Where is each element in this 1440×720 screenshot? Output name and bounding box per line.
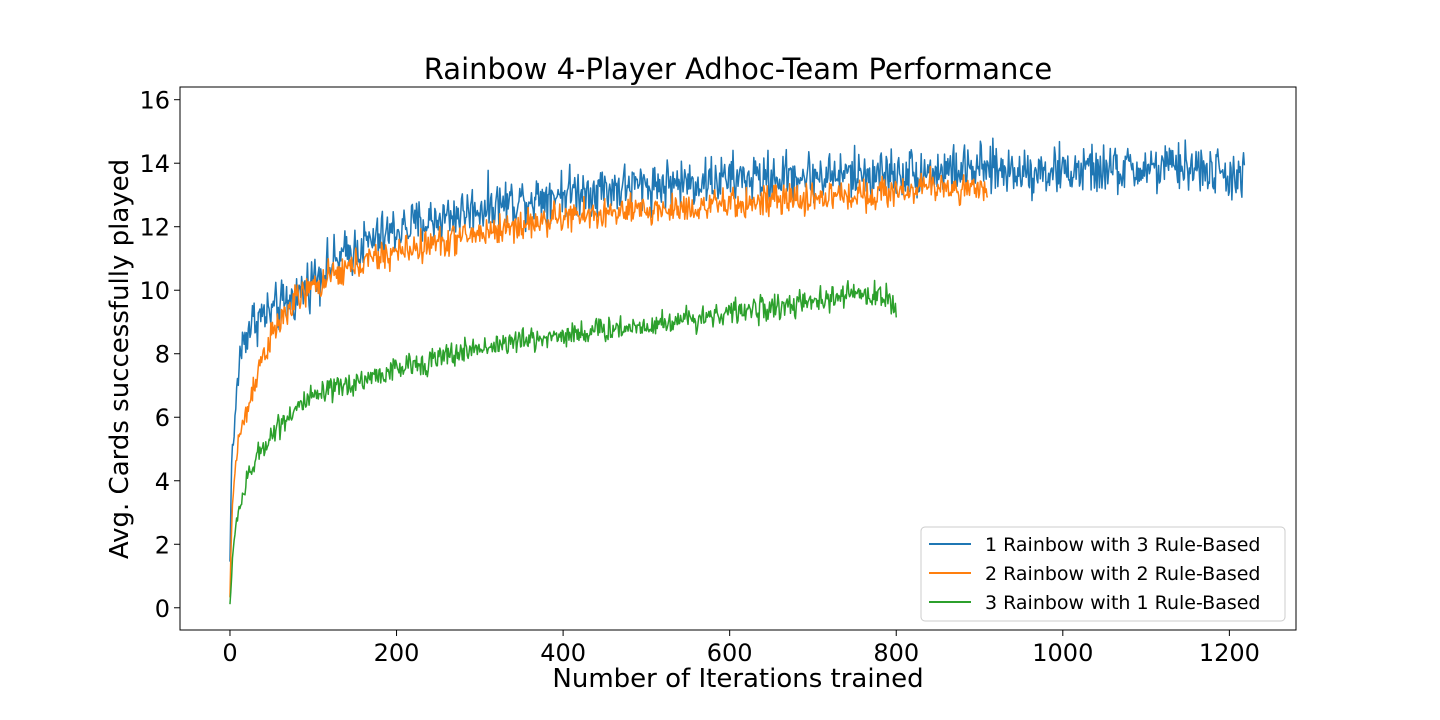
- y-tick-label: 10: [139, 277, 170, 305]
- legend-box: [920, 526, 1286, 622]
- y-axis-ticks: 0 2 4 6 8 10 12 14 16: [139, 87, 180, 623]
- chart-title: Rainbow 4-Player Adhoc-Team Performance: [424, 52, 1052, 86]
- series-line-2: [229, 165, 989, 598]
- x-tick-label: 800: [873, 639, 919, 667]
- series-line-3: [229, 279, 897, 605]
- legend-label-1: 1 Rainbow with 3 Rule-Based: [985, 534, 1260, 556]
- x-tick-label: 400: [540, 639, 586, 667]
- y-tick-label: 8: [155, 341, 170, 369]
- x-axis-title: Number of Iterations trained: [552, 664, 923, 694]
- x-axis-ticks: 0 200 400 600 800 1000 1200: [222, 630, 1260, 667]
- x-tick-label: 600: [707, 639, 753, 667]
- legend-label-2: 2 Rainbow with 2 Rule-Based: [985, 563, 1260, 585]
- x-tick-label: 200: [374, 639, 420, 667]
- legend-label-3: 3 Rainbow with 1 Rule-Based: [985, 592, 1260, 614]
- plot-area-frame: [179, 86, 1297, 631]
- x-tick-label: 0: [222, 639, 237, 667]
- legend: 1 Rainbow with 3 Rule-Based 2 Rainbow wit…: [920, 526, 1286, 622]
- y-tick-label: 12: [139, 214, 170, 242]
- x-tick-label: 1000: [1032, 639, 1093, 667]
- y-tick-label: 4: [155, 468, 170, 496]
- y-tick-label: 0: [155, 595, 170, 623]
- y-axis-title: Avg. Cards successfully played: [105, 159, 135, 559]
- y-tick-label: 2: [155, 531, 170, 559]
- y-tick-label: 16: [139, 87, 170, 115]
- legend-items: 1 Rainbow with 3 Rule-Based 2 Rainbow wit…: [929, 534, 1260, 614]
- series-line-1: [229, 137, 1246, 562]
- y-tick-label: 6: [155, 404, 170, 432]
- x-tick-label: 1200: [1199, 639, 1260, 667]
- series-layer: [229, 137, 1246, 605]
- y-tick-label: 14: [139, 150, 170, 178]
